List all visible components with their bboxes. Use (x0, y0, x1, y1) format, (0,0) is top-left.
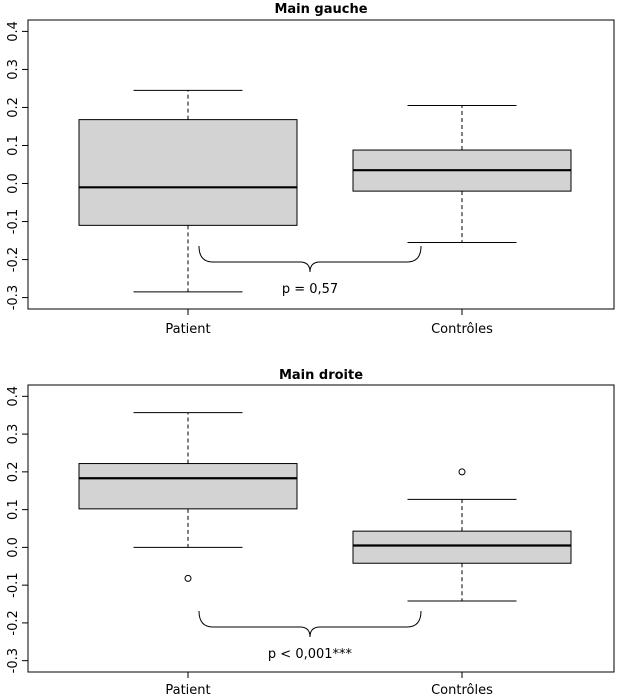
iqr-box (78, 119, 298, 226)
y-tick-label: -0.3 (6, 648, 21, 673)
x-category-label: Patient (165, 322, 210, 337)
x-category-label: Patient (165, 683, 210, 698)
y-tick-label: 0.3 (6, 424, 21, 445)
x-category-label: Contrôles (431, 683, 493, 698)
outlier-point (184, 574, 192, 582)
y-tick-label: -0.1 (6, 209, 21, 234)
panel-2: Main droite -0.3 -0.2 -0.1 0.0 0.1 0.2 0.3 0.4 Pa… (6, 368, 615, 698)
iqr-box (78, 463, 298, 510)
y-tick-label: 0.1 (6, 135, 21, 156)
y-tick-label: 0.2 (6, 462, 21, 483)
p-value-annotation: p = 0,57 (282, 282, 338, 297)
chart-title: Main droite (279, 368, 363, 383)
y-tick-label: 0.0 (6, 537, 21, 558)
panel-1: Main gauche -0.3 -0.2 -0.1 0.0 0.1 0.2 0.3 0.4 Pa… (6, 2, 615, 337)
y-tick-label: 0.0 (6, 173, 21, 194)
x-category-label: Contrôles (431, 322, 493, 337)
y-tick-label: -0.2 (6, 247, 21, 272)
chart-title: Main gauche (274, 2, 367, 17)
y-tick-label: 0.4 (6, 21, 21, 42)
y-tick-label: -0.2 (6, 610, 21, 635)
iqr-box (352, 530, 572, 564)
y-tick-label: -0.1 (6, 572, 21, 597)
box-patient (78, 412, 298, 582)
significance-brace (198, 245, 422, 273)
outlier-point (458, 468, 466, 476)
y-tick-label: 0.3 (6, 59, 21, 80)
p-value-annotation: p < 0,001*** (268, 647, 353, 662)
box-contrôles (352, 105, 572, 243)
significance-brace (198, 610, 422, 638)
y-tick-label: 0.1 (6, 499, 21, 520)
y-tick-label: 0.2 (6, 97, 21, 118)
box-patient (78, 89, 298, 293)
y-tick-label: -0.3 (6, 285, 21, 310)
y-tick-label: 0.4 (6, 386, 21, 407)
plot-frame (27, 384, 615, 673)
plot-frame (27, 19, 615, 310)
box-contrôles (352, 468, 572, 602)
